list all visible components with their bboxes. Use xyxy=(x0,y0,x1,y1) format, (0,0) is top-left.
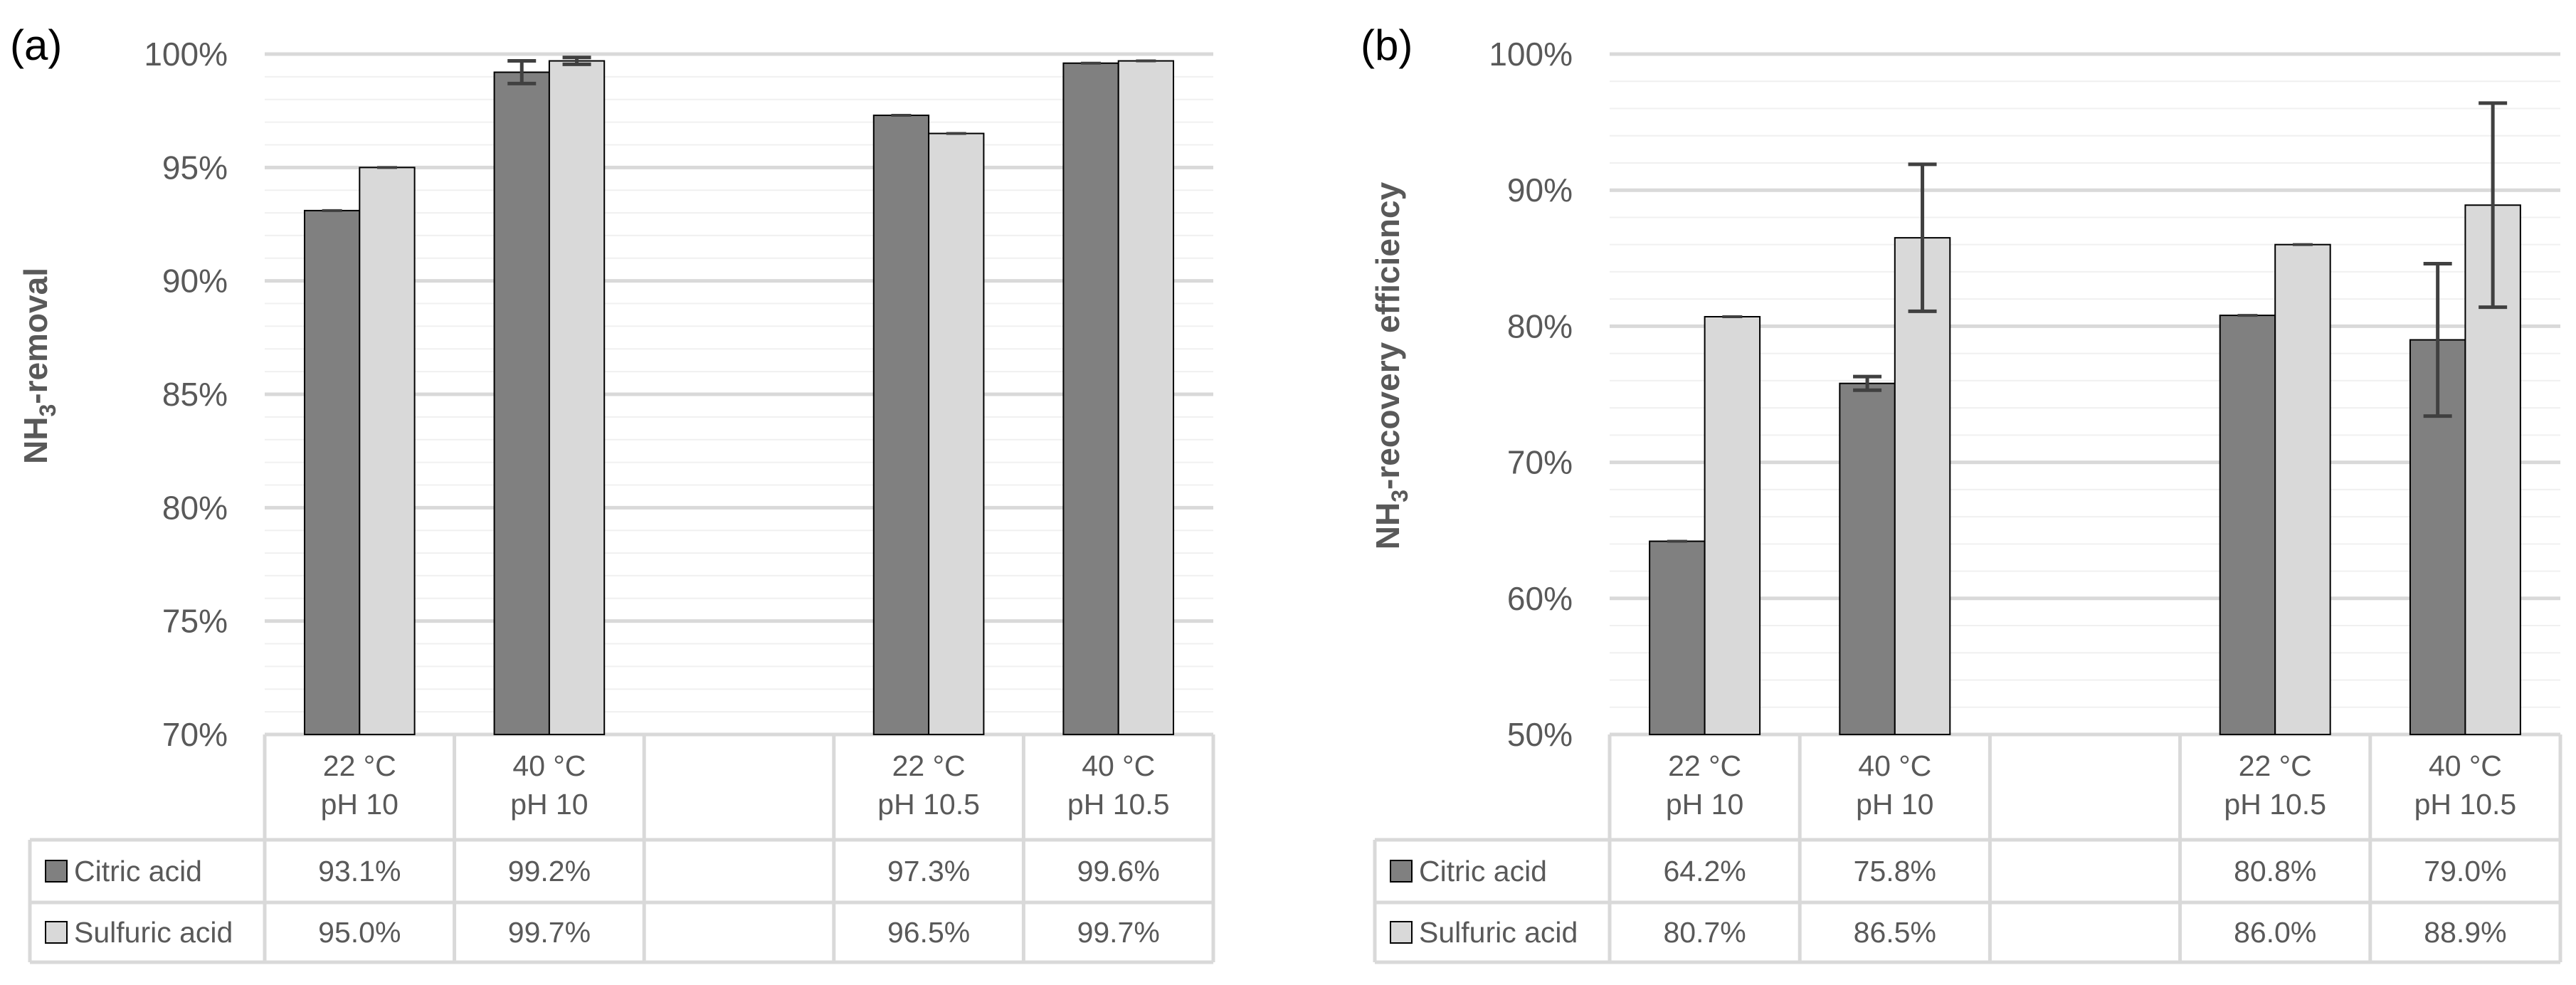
category-label-line1: 40 °C xyxy=(1082,749,1155,782)
data-label-sulfuric: 96.5% xyxy=(887,916,970,949)
data-label-sulfuric: 99.7% xyxy=(508,916,591,949)
legend-label-citric: Citric acid xyxy=(74,855,202,887)
error-bar-sulfuric-5 xyxy=(2479,101,2508,310)
bar-citric-1 xyxy=(303,209,361,735)
data-label-citric: 97.3% xyxy=(887,855,970,887)
bar-sulfuric-2 xyxy=(548,60,606,735)
error-bar-citric-5 xyxy=(2423,261,2452,418)
category-label-line2: pH 10 xyxy=(321,788,398,821)
bar-citric-4 xyxy=(872,115,930,736)
y-tick-label: 70% xyxy=(162,716,228,753)
y-axis-title-subscript: 3 xyxy=(35,404,60,417)
y-tick-label: 80% xyxy=(1507,307,1573,344)
data-label-sulfuric: 95.0% xyxy=(318,916,401,949)
y-axis-title: NH3-removal xyxy=(17,268,60,464)
category-label-line1: 40 °C xyxy=(512,749,586,782)
y-tick-label: 60% xyxy=(1507,580,1573,617)
y-axis-title-main: NH xyxy=(17,417,54,464)
y-axis-title-subscript: 3 xyxy=(1387,490,1413,502)
category-label-line2: pH 10.5 xyxy=(877,788,980,821)
bar-sulfuric-4 xyxy=(2274,243,2331,735)
data-label-citric: 64.2% xyxy=(1663,855,1746,887)
y-axis-title-main: NH xyxy=(1369,502,1406,549)
y-tick-label: 100% xyxy=(1489,36,1573,73)
chart-panel-2: 50% 60% 70% 80% 90% 100% (b) NH3-recovery effic… xyxy=(1361,21,2562,964)
bar-citric-5 xyxy=(1062,62,1119,736)
data-label-sulfuric: 80.7% xyxy=(1663,916,1746,949)
legend-swatch-citric xyxy=(45,860,68,883)
y-axis-title-rest: -removal xyxy=(17,268,54,404)
legend-swatch-sulfuric xyxy=(45,921,68,944)
data-label-citric: 99.2% xyxy=(508,855,591,887)
y-tick-label: 75% xyxy=(162,603,228,640)
error-bar-citric-2 xyxy=(1853,374,1882,392)
data-label-citric: 75.8% xyxy=(1854,855,1936,887)
error-bar-citric-2 xyxy=(507,59,537,85)
category-label-line2: pH 10.5 xyxy=(2224,788,2326,821)
chart-panel-1: 70% 75% 80% 85% 90% 95% 100% (a) NH3-removal 22 °… xyxy=(10,21,1215,964)
data-label-citric: 80.8% xyxy=(2234,855,2316,887)
data-label-sulfuric: 88.9% xyxy=(2424,916,2506,949)
panel-label: (a) xyxy=(10,21,62,69)
y-tick-label: 100% xyxy=(144,36,228,73)
data-label-citric: 79.0% xyxy=(2424,855,2506,887)
y-tick-label: 50% xyxy=(1507,716,1573,753)
category-label-line2: pH 10 xyxy=(1666,788,1743,821)
y-tick-label: 70% xyxy=(1507,444,1573,481)
legend-label-sulfuric: Sulfuric acid xyxy=(1419,916,1578,949)
category-label-line2: pH 10 xyxy=(1856,788,1933,821)
legend-label-citric: Citric acid xyxy=(1419,855,1547,887)
panel-label: (b) xyxy=(1361,21,1413,69)
bar-sulfuric-1 xyxy=(359,167,416,736)
bar-sulfuric-4 xyxy=(928,132,985,736)
y-tick-label: 85% xyxy=(162,376,228,413)
category-label-line1: 40 °C xyxy=(2429,749,2502,782)
data-label-citric: 99.6% xyxy=(1077,855,1160,887)
category-label-line2: pH 10.5 xyxy=(2414,788,2517,821)
y-tick-label: 90% xyxy=(1507,172,1573,209)
legend-label-sulfuric: Sulfuric acid xyxy=(74,916,233,949)
legend-swatch-citric xyxy=(1390,860,1413,883)
category-label-line1: 22 °C xyxy=(1668,749,1741,782)
category-label-line1: 22 °C xyxy=(2239,749,2312,782)
bar-citric-2 xyxy=(493,71,550,735)
data-label-sulfuric: 86.0% xyxy=(2234,916,2316,949)
y-axis-title-rest: -recovery efficiency xyxy=(1369,181,1406,490)
bar-citric-2 xyxy=(1839,382,1896,735)
y-axis-title: NH3-recovery efficiency xyxy=(1369,181,1413,549)
bar-citric-1 xyxy=(1649,540,1706,735)
error-bar-sulfuric-2 xyxy=(1908,162,1937,313)
bar-sulfuric-2 xyxy=(1894,237,1951,735)
category-label-line1: 22 °C xyxy=(323,749,396,782)
category-label-line2: pH 10.5 xyxy=(1067,788,1170,821)
y-tick-label: 95% xyxy=(162,149,228,186)
legend-swatch-sulfuric xyxy=(1390,921,1413,944)
category-label-line1: 40 °C xyxy=(1858,749,1931,782)
error-bar-sulfuric-2 xyxy=(562,56,591,66)
bar-citric-4 xyxy=(2219,315,2276,735)
data-label-sulfuric: 86.5% xyxy=(1854,916,1936,949)
data-label-citric: 93.1% xyxy=(318,855,401,887)
y-tick-label: 90% xyxy=(162,263,228,300)
category-label-line2: pH 10 xyxy=(510,788,588,821)
data-label-sulfuric: 99.7% xyxy=(1077,916,1160,949)
data-table: 22 °C pH 10 40 °C pH 10 22 °C pH 10.5 40 °C pH … xyxy=(1373,734,2562,964)
data-table: 22 °C pH 10 40 °C pH 10 22 °C pH 10.5 40 °C pH … xyxy=(28,734,1215,964)
bar-sulfuric-1 xyxy=(1704,316,1761,735)
category-label-line1: 22 °C xyxy=(892,749,966,782)
bar-sulfuric-5 xyxy=(1117,60,1175,735)
y-tick-label: 80% xyxy=(162,489,228,526)
